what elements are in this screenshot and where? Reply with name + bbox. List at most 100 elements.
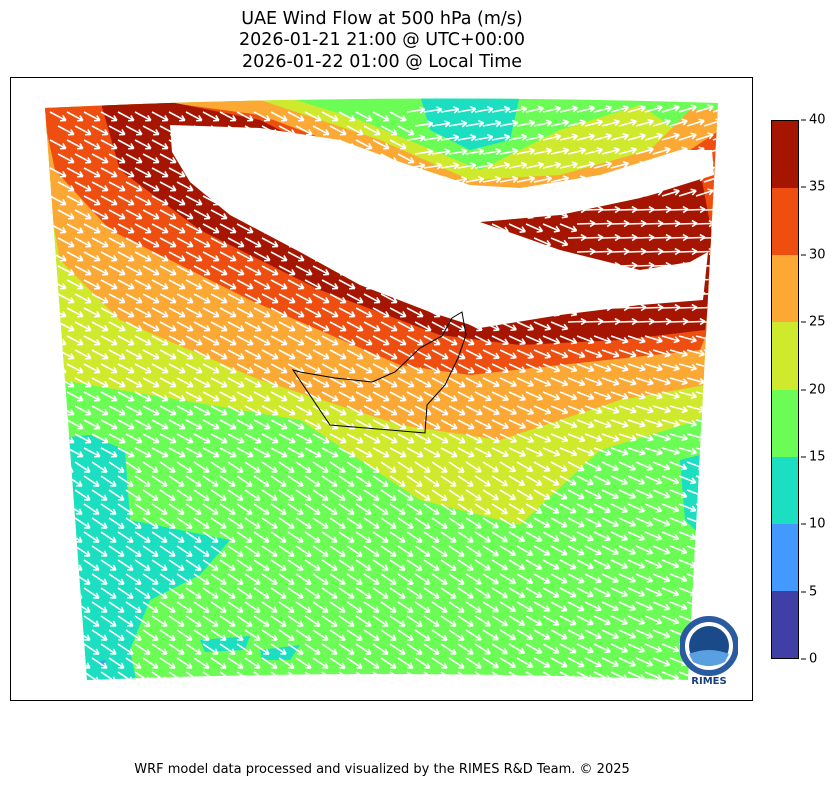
wind-arrow [295, 405, 313, 416]
wind-arrow [440, 106, 460, 114]
wind-arrow [499, 147, 519, 155]
wind-arrow [542, 251, 561, 261]
wind-arrow [372, 223, 390, 234]
wind-arrow [457, 587, 474, 599]
wind-arrow [176, 405, 194, 416]
wind-arrow [142, 657, 159, 669]
wind-arrow [440, 223, 458, 234]
wind-arrow [312, 573, 329, 585]
wind-arrow [695, 160, 714, 169]
wind-arrow [279, 686, 294, 696]
colorbar-segment [772, 590, 798, 658]
wind-arrow [457, 162, 477, 170]
wind-arrow [406, 391, 424, 402]
wind-arrow [712, 303, 718, 312]
wind-arrow [244, 517, 261, 529]
wind-arrow [151, 139, 169, 150]
wind-arrow [627, 104, 646, 113]
wind-arrow [151, 615, 168, 627]
wind-arrow [482, 405, 500, 416]
wind-arrow [295, 265, 313, 276]
wind-arrow [542, 161, 562, 169]
wind-arrow [457, 307, 475, 318]
wind-arrow [593, 447, 612, 457]
wind-arrow [533, 433, 552, 443]
wind-arrow [151, 167, 169, 178]
wind-arrow [610, 503, 628, 514]
wind-arrow [185, 587, 202, 599]
wind-arrow [610, 643, 628, 654]
wind-arrow [66, 615, 83, 627]
wind-arrow [567, 433, 586, 443]
wind-arrow [499, 349, 517, 360]
wind-arrow [474, 105, 494, 114]
wind-arrow [550, 461, 568, 472]
wind-arrow [270, 643, 287, 655]
wind-arrow [474, 475, 491, 487]
wind-arrow [355, 335, 373, 346]
wind-arrow [91, 265, 109, 276]
wind-arrow [491, 335, 509, 346]
wind-arrow [465, 175, 485, 184]
wind-arrow [627, 363, 646, 372]
wind-arrow [159, 349, 177, 360]
wind-arrow [491, 251, 509, 262]
wind-arrow [525, 223, 544, 233]
colorbar-tick-label: 30 [801, 247, 826, 262]
wind-arrow [678, 335, 697, 344]
wind-arrow [618, 377, 637, 386]
wind-arrow [236, 447, 254, 458]
wind-arrow [559, 559, 577, 570]
wind-arrow [584, 175, 604, 183]
wind-arrow [406, 134, 426, 142]
wind-arrow [508, 363, 527, 373]
wind-arrow [321, 251, 339, 262]
wind-arrow [244, 489, 261, 501]
wind-arrow [593, 133, 612, 141]
wind-arrow [142, 181, 160, 192]
wind-arrow [559, 531, 577, 542]
wind-arrow [219, 587, 236, 599]
wind-arrow [431, 237, 449, 248]
wind-arrow [202, 447, 220, 458]
wind-arrow [661, 188, 680, 197]
wind-arrow [287, 475, 304, 487]
wind-arrow [253, 139, 271, 150]
wind-arrow [644, 643, 663, 653]
wind-arrow [567, 175, 587, 183]
wind-arrow [253, 531, 270, 543]
wind-arrow [125, 573, 142, 585]
wind-arrow [160, 686, 175, 696]
wind-arrow [474, 587, 491, 599]
wind-arrow [312, 181, 330, 192]
wind-arrow [593, 105, 612, 113]
wind-arrow [227, 405, 245, 416]
wind-arrow [372, 335, 390, 346]
wind-arrow [91, 573, 108, 585]
wind-arrow [542, 391, 561, 401]
wind-arrow [210, 433, 228, 444]
wind-arrow [210, 377, 228, 388]
wind-arrow [108, 209, 126, 220]
wind-arrow [372, 251, 390, 262]
wind-arrow [406, 447, 424, 458]
wind-arrow [219, 111, 237, 122]
wind-arrow [57, 153, 75, 164]
wind-arrow [227, 181, 245, 192]
wind-arrow [159, 293, 177, 304]
wind-arrow [312, 657, 329, 669]
wind-arrow [346, 153, 364, 164]
wind-arrow [525, 279, 544, 289]
wind-arrow [721, 406, 739, 412]
wind-arrow [312, 405, 330, 416]
wind-arrow [151, 251, 169, 262]
wind-arrow [644, 419, 663, 428]
wind-arrow [499, 405, 517, 416]
wind-arrow [278, 265, 296, 276]
wind-arrow [142, 321, 160, 332]
wind-arrow [142, 153, 160, 164]
wind-arrow [91, 461, 108, 473]
wind-arrow [159, 265, 177, 276]
wind-arrow [125, 293, 143, 304]
wind-arrow [389, 167, 407, 178]
